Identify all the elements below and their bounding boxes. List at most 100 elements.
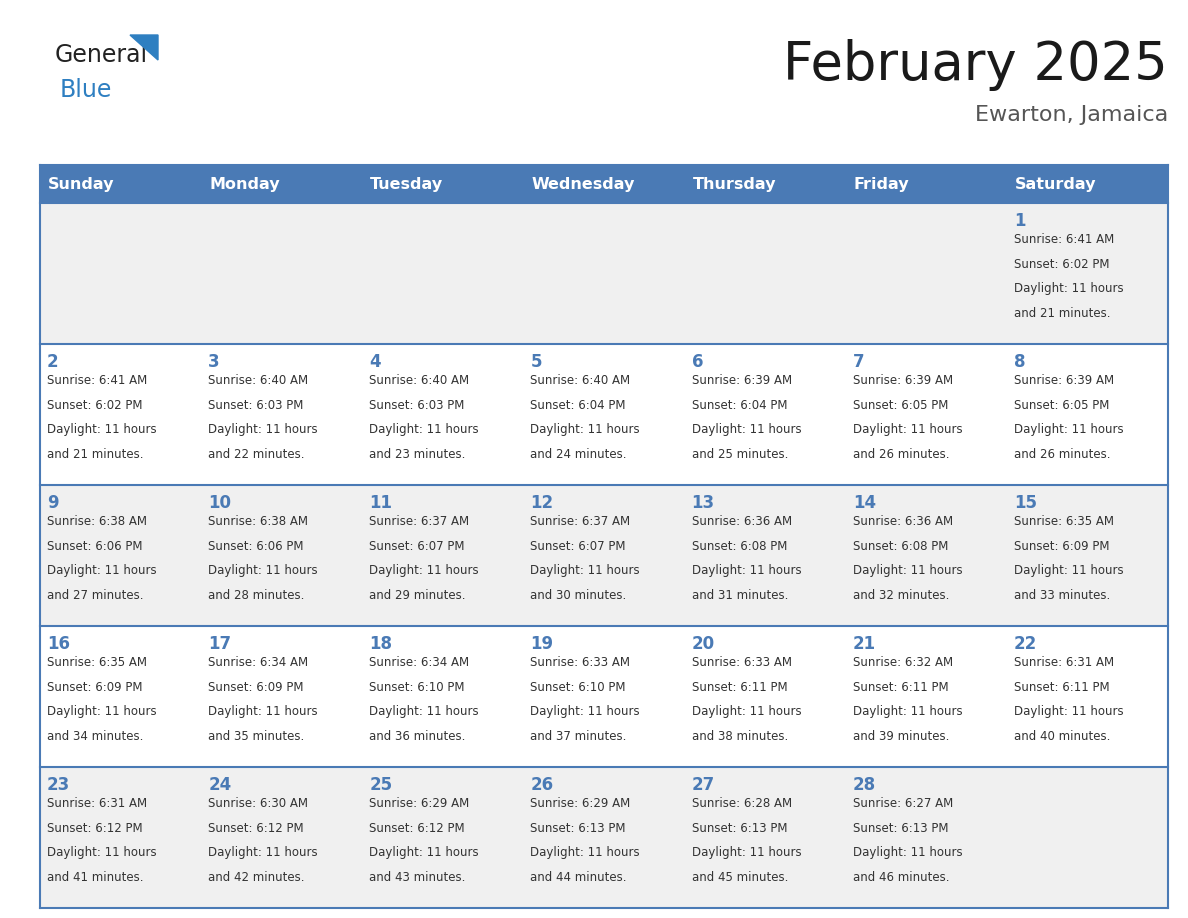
Text: Sunrise: 6:39 AM: Sunrise: 6:39 AM: [1013, 374, 1114, 387]
Text: Sunrise: 6:32 AM: Sunrise: 6:32 AM: [853, 656, 953, 669]
Text: Sunrise: 6:29 AM: Sunrise: 6:29 AM: [530, 797, 631, 810]
Bar: [684, 485, 846, 626]
Text: Daylight: 11 hours: Daylight: 11 hours: [691, 423, 801, 436]
Text: and 28 minutes.: and 28 minutes.: [208, 589, 304, 602]
Text: and 39 minutes.: and 39 minutes.: [853, 730, 949, 743]
Text: Monday: Monday: [209, 176, 279, 192]
Text: General: General: [55, 43, 148, 67]
Text: 9: 9: [48, 494, 58, 512]
Text: 17: 17: [208, 635, 232, 653]
Text: and 26 minutes.: and 26 minutes.: [1013, 448, 1111, 461]
Text: 27: 27: [691, 776, 715, 794]
Text: 12: 12: [530, 494, 554, 512]
Bar: [201, 485, 362, 626]
Text: Sunset: 6:02 PM: Sunset: 6:02 PM: [48, 398, 143, 411]
Text: 5: 5: [530, 353, 542, 371]
Text: Daylight: 11 hours: Daylight: 11 hours: [369, 846, 479, 859]
Text: 24: 24: [208, 776, 232, 794]
Text: Daylight: 11 hours: Daylight: 11 hours: [208, 705, 317, 719]
Bar: [1007, 767, 1168, 908]
Text: Sunrise: 6:40 AM: Sunrise: 6:40 AM: [208, 374, 308, 387]
Text: Sunset: 6:06 PM: Sunset: 6:06 PM: [48, 540, 143, 553]
Text: Sunrise: 6:37 AM: Sunrise: 6:37 AM: [530, 515, 631, 528]
Text: 26: 26: [530, 776, 554, 794]
Text: Daylight: 11 hours: Daylight: 11 hours: [853, 705, 962, 719]
Text: and 43 minutes.: and 43 minutes.: [369, 871, 466, 884]
Text: Sunset: 6:12 PM: Sunset: 6:12 PM: [369, 822, 465, 834]
Text: Daylight: 11 hours: Daylight: 11 hours: [530, 705, 640, 719]
Text: 1: 1: [1013, 212, 1025, 230]
Text: Sunrise: 6:39 AM: Sunrise: 6:39 AM: [691, 374, 791, 387]
Text: Daylight: 11 hours: Daylight: 11 hours: [853, 565, 962, 577]
Text: Sunset: 6:05 PM: Sunset: 6:05 PM: [1013, 398, 1110, 411]
Text: 21: 21: [853, 635, 876, 653]
Text: Sunset: 6:10 PM: Sunset: 6:10 PM: [369, 680, 465, 694]
Text: 10: 10: [208, 494, 232, 512]
Text: Daylight: 11 hours: Daylight: 11 hours: [853, 846, 962, 859]
Text: 4: 4: [369, 353, 381, 371]
Text: Daylight: 11 hours: Daylight: 11 hours: [208, 423, 317, 436]
Text: Sunset: 6:11 PM: Sunset: 6:11 PM: [1013, 680, 1110, 694]
Bar: [362, 626, 524, 767]
Text: and 34 minutes.: and 34 minutes.: [48, 730, 144, 743]
Text: and 45 minutes.: and 45 minutes.: [691, 871, 788, 884]
Text: Sunset: 6:03 PM: Sunset: 6:03 PM: [369, 398, 465, 411]
Text: 20: 20: [691, 635, 715, 653]
Text: and 38 minutes.: and 38 minutes.: [691, 730, 788, 743]
Text: Sunrise: 6:38 AM: Sunrise: 6:38 AM: [48, 515, 147, 528]
Text: Sunset: 6:12 PM: Sunset: 6:12 PM: [208, 822, 304, 834]
Text: and 23 minutes.: and 23 minutes.: [369, 448, 466, 461]
Text: Daylight: 11 hours: Daylight: 11 hours: [1013, 705, 1124, 719]
Text: 7: 7: [853, 353, 865, 371]
Text: Blue: Blue: [61, 78, 113, 102]
Text: Daylight: 11 hours: Daylight: 11 hours: [691, 846, 801, 859]
Text: Sunrise: 6:36 AM: Sunrise: 6:36 AM: [691, 515, 791, 528]
Text: 18: 18: [369, 635, 392, 653]
Text: and 26 minutes.: and 26 minutes.: [853, 448, 949, 461]
Text: 25: 25: [369, 776, 392, 794]
Text: Friday: Friday: [854, 176, 909, 192]
Bar: [1007, 626, 1168, 767]
Text: Daylight: 11 hours: Daylight: 11 hours: [1013, 565, 1124, 577]
Bar: [846, 165, 1007, 203]
Bar: [362, 165, 524, 203]
Bar: [40, 344, 201, 485]
Bar: [846, 626, 1007, 767]
Text: and 36 minutes.: and 36 minutes.: [369, 730, 466, 743]
Text: Daylight: 11 hours: Daylight: 11 hours: [691, 565, 801, 577]
Text: and 35 minutes.: and 35 minutes.: [208, 730, 304, 743]
Text: Daylight: 11 hours: Daylight: 11 hours: [369, 705, 479, 719]
Bar: [201, 767, 362, 908]
Text: 13: 13: [691, 494, 715, 512]
Text: and 24 minutes.: and 24 minutes.: [530, 448, 627, 461]
Text: 8: 8: [1013, 353, 1025, 371]
Text: and 46 minutes.: and 46 minutes.: [853, 871, 949, 884]
Text: Sunrise: 6:39 AM: Sunrise: 6:39 AM: [853, 374, 953, 387]
Bar: [362, 767, 524, 908]
Bar: [40, 485, 201, 626]
Text: Sunset: 6:12 PM: Sunset: 6:12 PM: [48, 822, 143, 834]
Text: 28: 28: [853, 776, 876, 794]
Bar: [524, 485, 684, 626]
Text: 16: 16: [48, 635, 70, 653]
Text: Sunrise: 6:34 AM: Sunrise: 6:34 AM: [208, 656, 308, 669]
Bar: [846, 344, 1007, 485]
Bar: [524, 767, 684, 908]
Text: 23: 23: [48, 776, 70, 794]
Text: Sunrise: 6:33 AM: Sunrise: 6:33 AM: [691, 656, 791, 669]
Text: Sunset: 6:13 PM: Sunset: 6:13 PM: [853, 822, 948, 834]
Text: and 21 minutes.: and 21 minutes.: [48, 448, 144, 461]
Text: Sunset: 6:06 PM: Sunset: 6:06 PM: [208, 540, 304, 553]
Text: Sunset: 6:04 PM: Sunset: 6:04 PM: [530, 398, 626, 411]
Text: Sunrise: 6:37 AM: Sunrise: 6:37 AM: [369, 515, 469, 528]
Text: and 40 minutes.: and 40 minutes.: [1013, 730, 1111, 743]
Text: Sunrise: 6:33 AM: Sunrise: 6:33 AM: [530, 656, 631, 669]
Text: Sunset: 6:02 PM: Sunset: 6:02 PM: [1013, 258, 1110, 271]
Text: Sunrise: 6:38 AM: Sunrise: 6:38 AM: [208, 515, 308, 528]
Text: Daylight: 11 hours: Daylight: 11 hours: [1013, 283, 1124, 296]
Bar: [684, 344, 846, 485]
Text: 2: 2: [48, 353, 58, 371]
Text: and 32 minutes.: and 32 minutes.: [853, 589, 949, 602]
Text: and 22 minutes.: and 22 minutes.: [208, 448, 304, 461]
Text: Daylight: 11 hours: Daylight: 11 hours: [853, 423, 962, 436]
